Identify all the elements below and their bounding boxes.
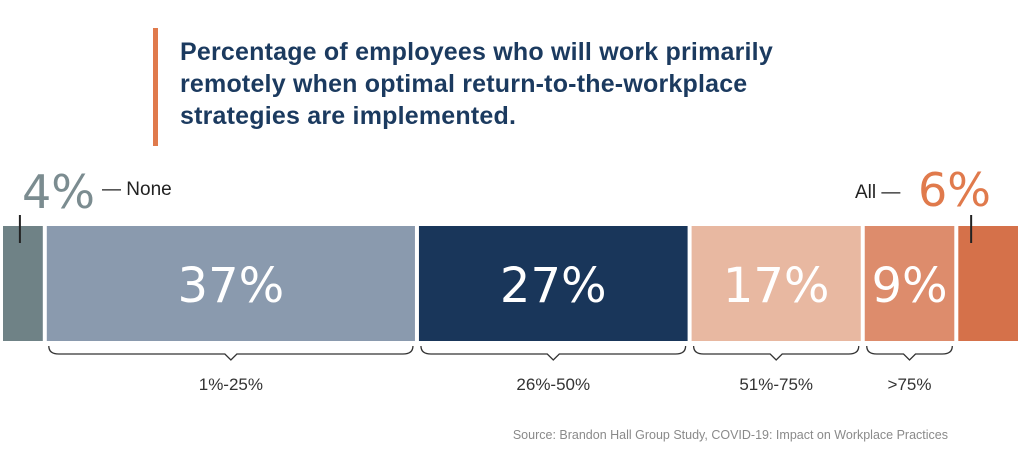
title-accent-bar (153, 28, 158, 146)
callout-label-left: — None (102, 179, 172, 200)
category-brace (48, 345, 414, 361)
category-brace (692, 345, 860, 361)
source-note: Source: Brandon Hall Group Study, COVID-… (512, 428, 948, 442)
segment-value-label: 17% (723, 258, 830, 314)
bar-segment-4 (864, 226, 955, 341)
segment-value-label: 37% (178, 258, 285, 314)
bar-segment-3 (691, 226, 861, 341)
callout-value-right: 6% (918, 163, 991, 217)
category-label: >75% (888, 375, 932, 394)
segment-value-label: 27% (500, 258, 607, 314)
callout-label-right: All — (855, 182, 900, 203)
category-brace (420, 345, 687, 361)
callout-value-left: 4% (22, 165, 95, 219)
category-label: 51%-75% (739, 375, 813, 394)
segment-value-label: 9% (871, 258, 947, 314)
category-label: 1%-25% (199, 375, 263, 394)
bar-segment-2 (418, 226, 688, 341)
bar-segment-0 (3, 226, 43, 341)
chart-title: Percentage of employees who will work pr… (180, 38, 773, 130)
bar-segment-5 (958, 226, 1018, 341)
category-brace (866, 345, 953, 361)
bar-segment-1 (46, 226, 415, 341)
category-label: 26%-50% (516, 375, 590, 394)
